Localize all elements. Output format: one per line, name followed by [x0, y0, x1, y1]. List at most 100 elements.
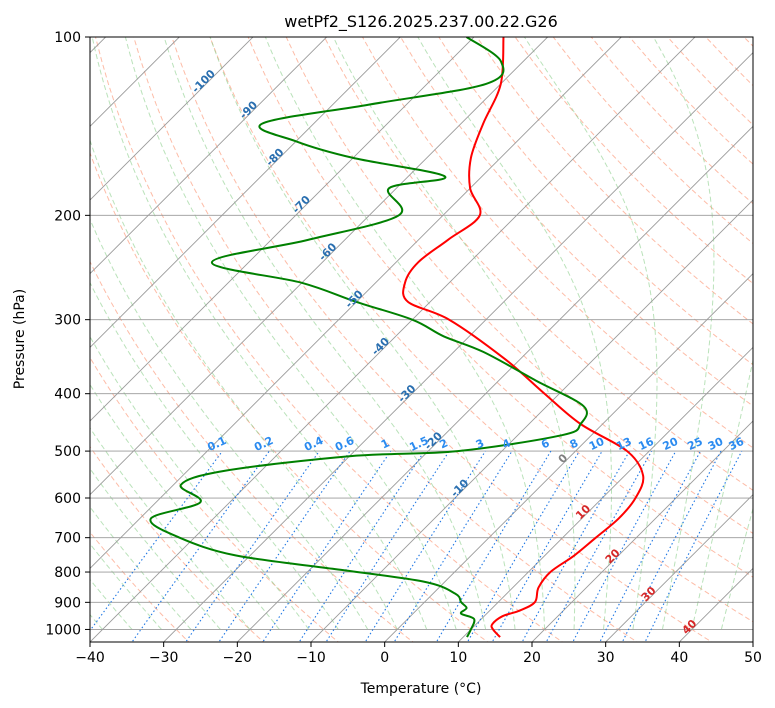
y-tick-label: 300	[54, 313, 81, 329]
isopleth-labels: 0.1 0.2 0.4 0.6 1 1.5 2 3 4 6 8 10 13 16 20 25 30 36-100-…	[189, 67, 746, 637]
x-tick-label: −20	[223, 650, 253, 666]
isotherm-label: 30	[639, 584, 659, 604]
isotherm-line	[457, 346, 753, 642]
isotherm-line	[384, 273, 753, 642]
isotherm-label: -100	[189, 67, 218, 96]
x-tick-label: 50	[744, 650, 762, 666]
dry-adiabat	[90, 531, 190, 642]
y-axis-label: Pressure (hPa)	[12, 289, 28, 389]
y-tick-label: 900	[54, 595, 81, 611]
mixing-ratio-line	[262, 450, 392, 642]
moist-adiabat	[264, 37, 546, 630]
isotherm-line	[236, 125, 753, 642]
isotherm-line	[90, 37, 254, 201]
mixing-ratio-label: 20	[661, 435, 681, 453]
moist-adiabat	[90, 427, 251, 630]
chart-title: wetPf2_S126.2025.237.00.22.G26	[284, 12, 558, 32]
y-tick-label: 1000	[45, 622, 81, 638]
moist-adiabat	[91, 37, 428, 630]
moist-adiabat	[90, 506, 192, 630]
moist-adiabat	[209, 37, 516, 630]
isotherm-label: -40	[369, 335, 392, 358]
plot-frame	[89, 36, 754, 643]
isotherm-line	[90, 37, 549, 496]
isotherm-line	[90, 37, 328, 275]
isotherm-label: 10	[573, 502, 593, 522]
dry-adiabat	[552, 37, 753, 245]
isotherm-line	[90, 37, 696, 642]
x-tick-label: 20	[523, 650, 541, 666]
dry-adiabat	[438, 37, 753, 366]
moist-adiabat	[652, 37, 715, 630]
y-tick-label: 800	[54, 565, 81, 581]
dry-adiabat	[90, 151, 489, 642]
mixing-ratio-line	[644, 450, 743, 642]
x-tick-label: 10	[449, 650, 467, 666]
isotherm-label: -80	[263, 146, 286, 169]
x-tick-label: −40	[75, 650, 105, 666]
x-tick-label: 40	[670, 650, 688, 666]
isotherm-label: 20	[603, 546, 623, 566]
moist-adiabat	[417, 37, 612, 630]
x-tick-label: 30	[597, 650, 615, 666]
mixing-ratio-line	[131, 450, 270, 642]
dry-adiabat	[514, 37, 753, 285]
mixing-ratio-line	[185, 450, 320, 642]
axes: −40 −30 −20 −10 0 10 20 30 40 50 1000 900 800 700 600 5…	[45, 30, 762, 666]
mixing-ratio-label: 30	[706, 435, 726, 453]
isotherm-label: -90	[237, 98, 260, 121]
moist-adiabat	[163, 37, 487, 630]
y-tick-label: 400	[54, 387, 81, 403]
mixing-ratio-line	[298, 450, 425, 642]
mixing-ratio-label: 10	[587, 435, 607, 453]
moist-adiabat	[90, 138, 398, 630]
y-tick-label: 200	[54, 208, 81, 224]
dry-adiabat	[209, 37, 753, 623]
dry-adiabat	[362, 37, 753, 449]
mixing-ratio-label: 1	[379, 436, 391, 451]
x-tick-label: −10	[296, 650, 326, 666]
x-axis-label: Temperature (°C)	[360, 681, 482, 697]
moist-adiabat	[720, 506, 753, 630]
mixing-ratio-line	[621, 450, 722, 642]
isotherm-label: -60	[316, 240, 339, 263]
dry-adiabat	[285, 37, 753, 535]
mixing-ratio-line	[325, 450, 450, 642]
mixing-ratio-line	[218, 450, 351, 642]
moist-adiabat	[523, 37, 658, 630]
isotherm-line	[90, 37, 180, 127]
dry-adiabat	[171, 37, 713, 642]
isotherm-line	[531, 420, 753, 642]
dry-adiabat	[476, 37, 753, 325]
y-tick-label: 500	[54, 444, 81, 460]
isotherm-line	[752, 641, 753, 642]
y-tick-label: 700	[54, 531, 81, 547]
mixing-ratio-line	[90, 450, 223, 632]
mixing-ratio-label: 16	[636, 435, 656, 453]
y-tick-label: 600	[54, 491, 81, 507]
mixing-ratio-label: 13	[614, 435, 633, 453]
isotherm-line	[310, 199, 753, 642]
profile-lines	[149, 37, 645, 638]
mixing-ratio-label: 25	[685, 435, 704, 453]
isotherm-line	[678, 567, 753, 642]
dry-adiabat	[743, 37, 753, 47]
moist-adiabat	[332, 37, 576, 630]
moist-adiabat	[691, 357, 753, 630]
y-tick-label: 100	[54, 30, 81, 46]
mixing-ratio-line	[572, 450, 677, 642]
moist-adiabat	[90, 218, 369, 630]
mixing-ratio-label: 36	[727, 435, 747, 453]
dry-adiabat	[90, 445, 265, 642]
isotherm-label: -70	[290, 193, 313, 216]
dewpoint-line	[149, 37, 588, 638]
isotherm-line	[605, 494, 753, 642]
x-tick-label: −30	[149, 650, 179, 666]
dry-adiabat	[705, 37, 753, 87]
isotherm-line	[90, 37, 475, 422]
isotherm-line	[90, 37, 401, 348]
mixing-ratio-line	[466, 450, 580, 642]
temperature-line	[402, 37, 645, 638]
mixing-ratio-line	[393, 450, 513, 642]
